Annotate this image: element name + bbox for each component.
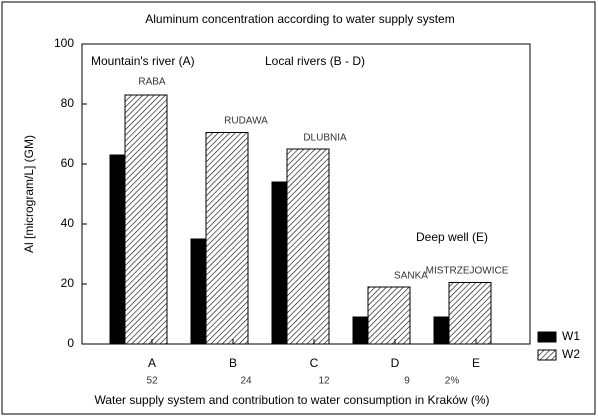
contribution-label: 9 bbox=[404, 376, 410, 387]
y-axis-label: Al [microgram/L] (GM) bbox=[22, 135, 36, 253]
contribution-label: 2% bbox=[445, 376, 460, 387]
legend-swatch bbox=[537, 349, 557, 361]
bar bbox=[271, 181, 288, 345]
bar-label: RABA bbox=[138, 77, 166, 88]
bar bbox=[205, 132, 249, 345]
bar bbox=[448, 282, 492, 345]
x-tick-label: C bbox=[310, 356, 319, 370]
x-tick-label: E bbox=[472, 356, 480, 370]
y-tick-label: 0 bbox=[67, 336, 74, 350]
y-tick-label: 60 bbox=[61, 156, 75, 170]
bar bbox=[352, 316, 369, 345]
y-tick-label: 80 bbox=[61, 96, 75, 110]
contribution-label: 12 bbox=[318, 376, 330, 387]
group-label: Local rivers (B - D) bbox=[265, 54, 365, 68]
bar bbox=[190, 238, 207, 345]
contribution-label: 24 bbox=[240, 376, 252, 387]
group-label: Deep well (E) bbox=[416, 230, 488, 244]
bar bbox=[433, 316, 450, 345]
x-tick-label: B bbox=[229, 356, 237, 370]
y-tick-label: 100 bbox=[54, 36, 74, 50]
bar-label: RUDAWA bbox=[224, 116, 268, 127]
y-tick-label: 40 bbox=[61, 216, 75, 230]
legend-swatch bbox=[537, 331, 557, 343]
chart-title: Aluminum concentration according to wate… bbox=[145, 12, 454, 26]
legend-label: W1 bbox=[562, 329, 580, 343]
legend-label: W2 bbox=[562, 347, 580, 361]
x-axis-label: Water supply system and contribution to … bbox=[94, 393, 489, 407]
x-tick-label: A bbox=[148, 356, 156, 370]
bar-label: DLUBNIA bbox=[303, 133, 347, 144]
group-label: Mountain's river (A) bbox=[91, 54, 195, 68]
x-tick-label: D bbox=[391, 356, 400, 370]
bar bbox=[367, 286, 411, 345]
bar-label: SANKA bbox=[394, 271, 428, 282]
contribution-label: 52 bbox=[146, 376, 158, 387]
bar bbox=[124, 94, 168, 345]
bar bbox=[286, 148, 330, 345]
y-tick-label: 20 bbox=[61, 276, 75, 290]
bar bbox=[109, 154, 126, 345]
bar-label: MISTRZEJOWICE bbox=[426, 266, 509, 277]
